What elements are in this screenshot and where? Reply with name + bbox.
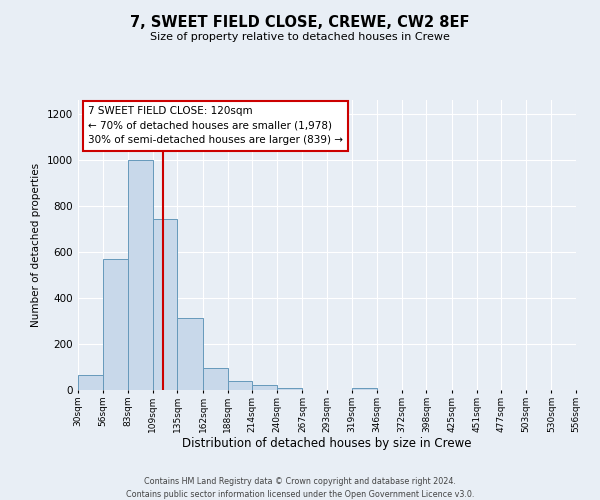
Text: Contains public sector information licensed under the Open Government Licence v3: Contains public sector information licen… <box>126 490 474 499</box>
Bar <box>252 386 277 390</box>
Bar <box>78 375 103 390</box>
Text: Contains HM Land Registry data © Crown copyright and database right 2024.: Contains HM Land Registry data © Crown c… <box>144 478 456 486</box>
Bar <box>103 259 128 390</box>
Y-axis label: Number of detached properties: Number of detached properties <box>31 163 41 327</box>
Bar <box>203 368 227 390</box>
Text: 7 SWEET FIELD CLOSE: 120sqm
← 70% of detached houses are smaller (1,978)
30% of : 7 SWEET FIELD CLOSE: 120sqm ← 70% of det… <box>88 106 343 146</box>
Bar <box>178 318 203 390</box>
Bar <box>227 381 252 390</box>
Bar <box>128 160 153 390</box>
X-axis label: Distribution of detached houses by size in Crewe: Distribution of detached houses by size … <box>182 438 472 450</box>
Bar <box>153 218 178 390</box>
Bar <box>277 388 302 390</box>
Text: Size of property relative to detached houses in Crewe: Size of property relative to detached ho… <box>150 32 450 42</box>
Bar <box>352 388 377 390</box>
Text: 7, SWEET FIELD CLOSE, CREWE, CW2 8EF: 7, SWEET FIELD CLOSE, CREWE, CW2 8EF <box>130 15 470 30</box>
